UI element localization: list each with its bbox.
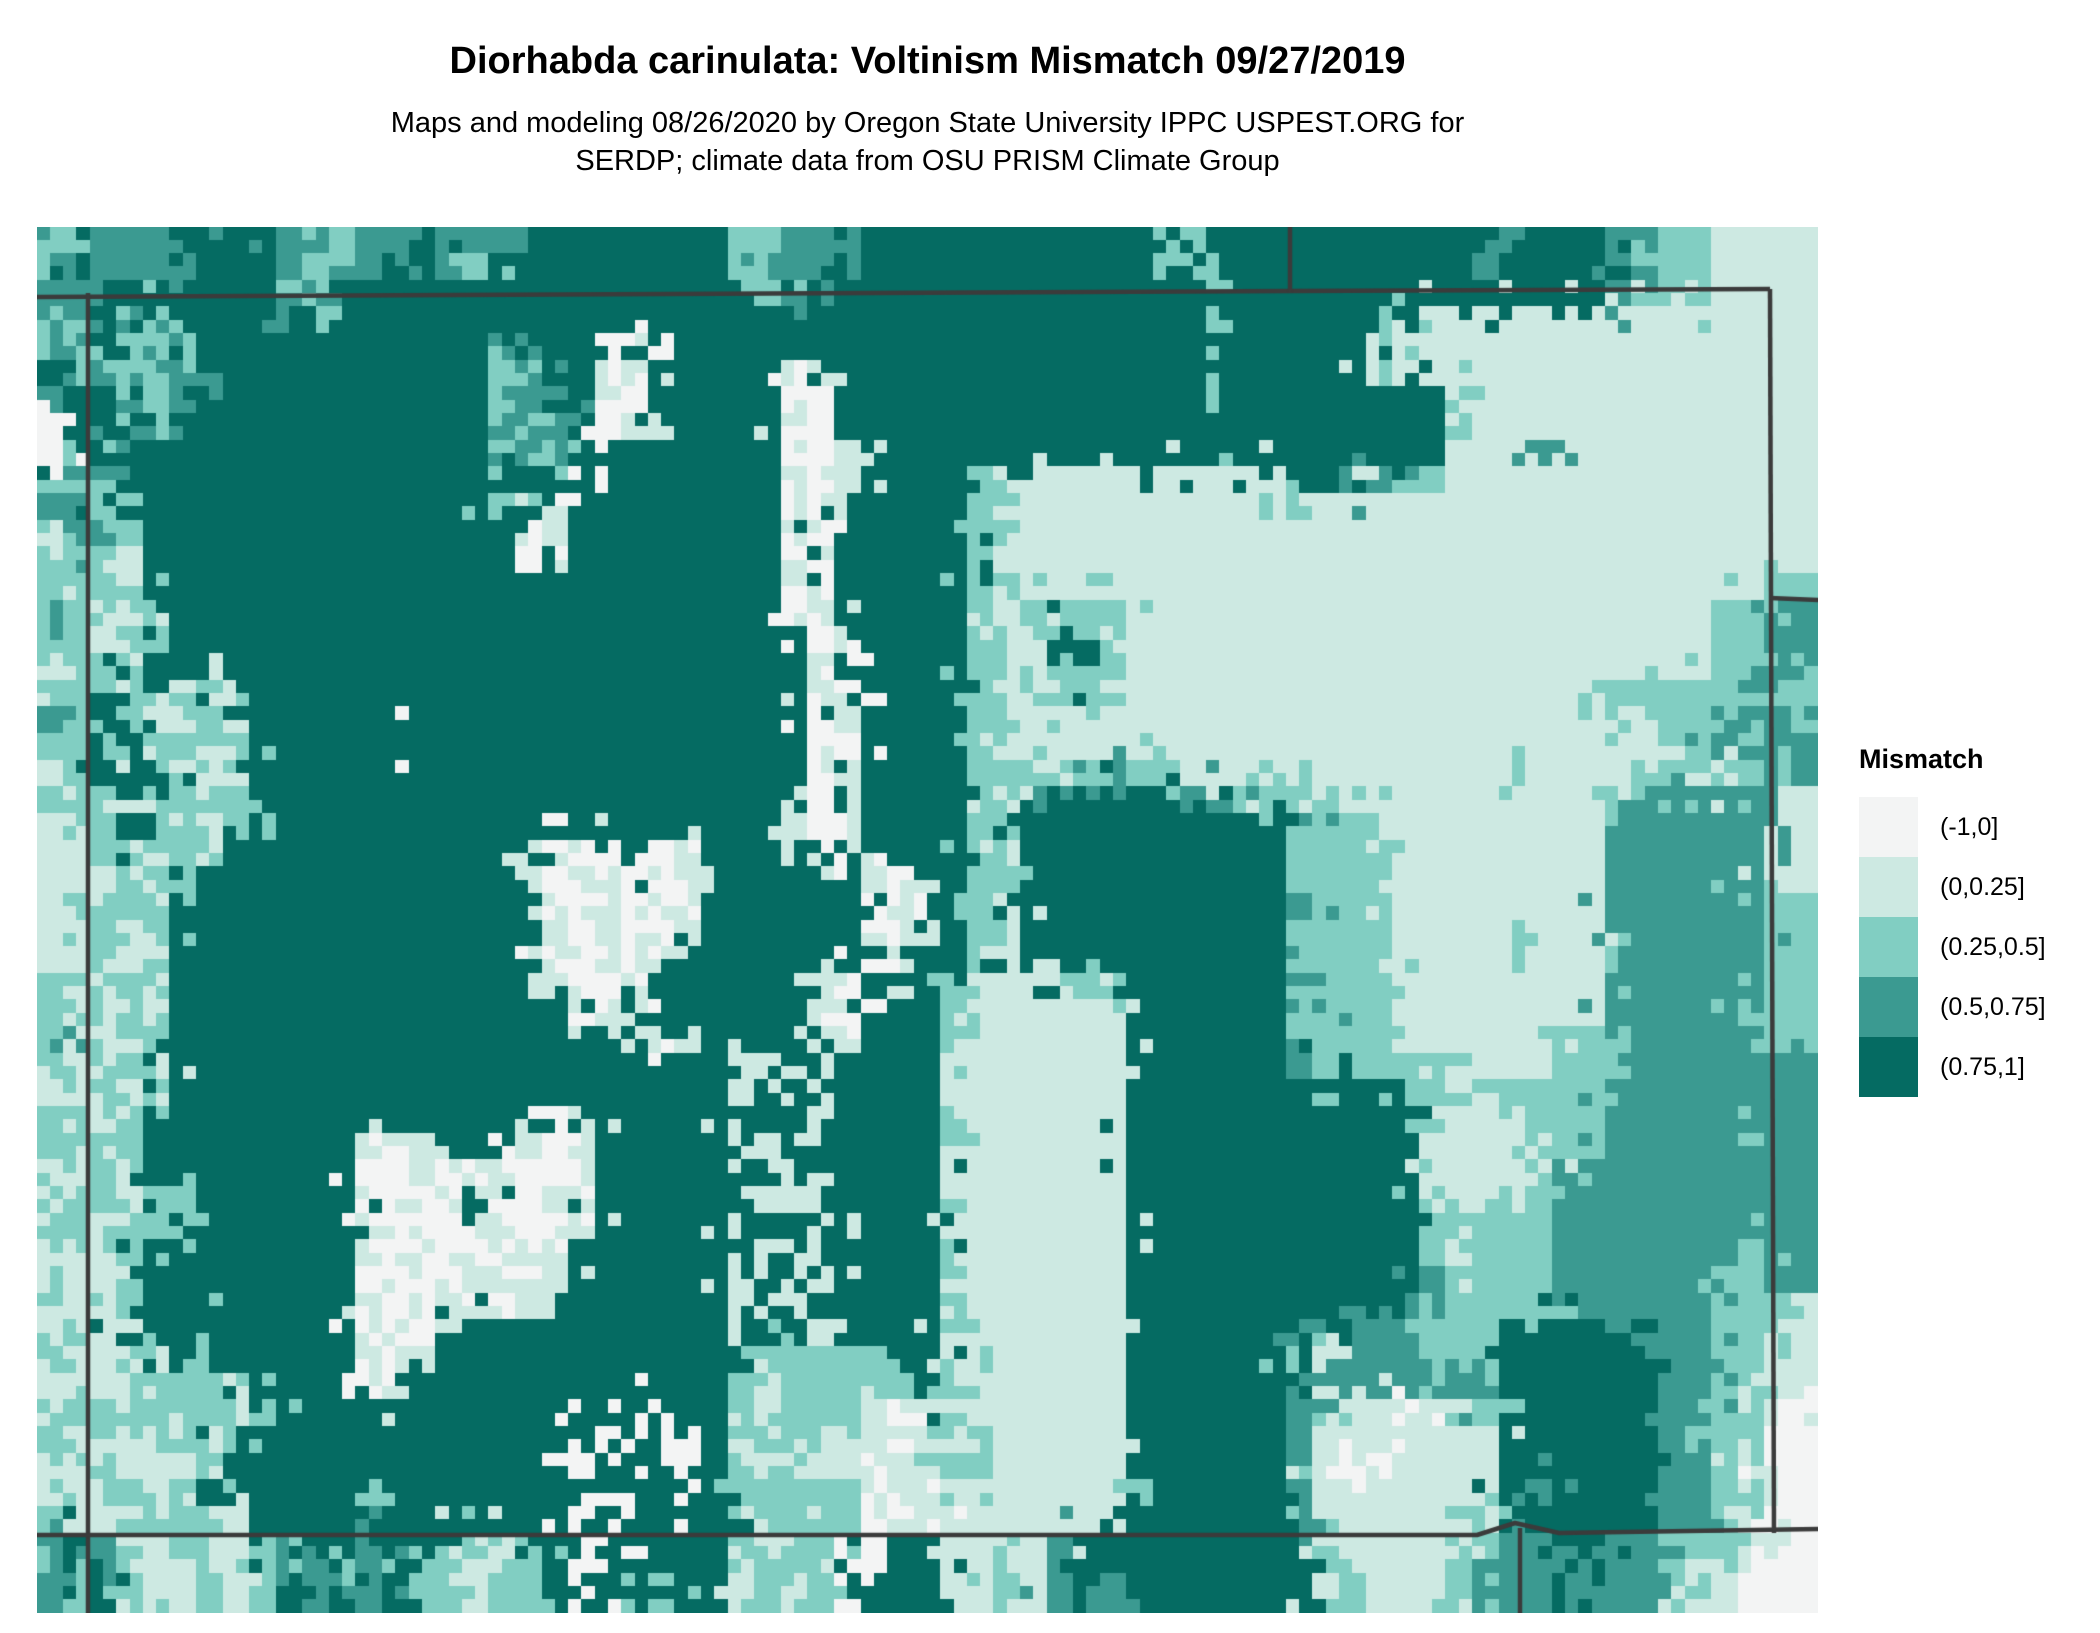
legend-items: (-1,0] (0,0.25] (0.25,0.5] (0.5,0.75] (0.75,… [1859, 797, 2099, 1097]
legend-label: (-1,0] [1940, 812, 1999, 841]
subtitle-line-1: Maps and modeling 08/26/2020 by Oregon S… [390, 107, 1465, 139]
legend-label: (0.25,0.5] [1940, 932, 2046, 961]
legend-item: (0.5,0.75] [1859, 977, 2099, 1037]
legend-label: (0.75,1] [1940, 1052, 2025, 1081]
legend-title: Mismatch [1859, 744, 1984, 774]
legend-swatch [1859, 797, 1918, 857]
legend-swatch [1859, 1037, 1918, 1097]
mismatch-raster-canvas [37, 227, 1818, 1613]
legend: Mismatch (-1,0] (0,0.25] (0.25,0.5] (0.5,0.… [1859, 744, 2099, 1097]
legend-label: (0,0.25] [1940, 872, 2025, 901]
legend-label: (0.5,0.75] [1940, 992, 2046, 1021]
legend-item: (-1,0] [1859, 797, 2099, 857]
legend-swatch [1859, 917, 1918, 977]
subtitle-line-2: SERDP; climate data from OSU PRISM Clima… [575, 145, 1280, 177]
page-subtitle: Maps and modeling 08/26/2020 by Oregon S… [37, 104, 1818, 180]
page-title: Diorhabda carinulata: Voltinism Mismatch… [449, 40, 1406, 82]
mismatch-map [37, 227, 1818, 1613]
legend-swatch [1859, 857, 1918, 917]
legend-item: (0.25,0.5] [1859, 917, 2099, 977]
legend-swatch [1859, 977, 1918, 1037]
legend-item: (0,0.25] [1859, 857, 2099, 917]
legend-item: (0.75,1] [1859, 1037, 2099, 1097]
